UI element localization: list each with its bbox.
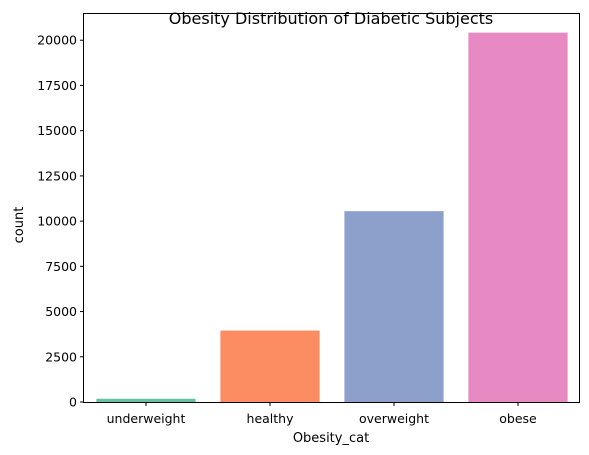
chart-title: Obesity Distribution of Diabetic Subject… [169,9,493,28]
x-tick-label: overweight [359,411,429,426]
bar-healthy [220,330,320,402]
bars-group [96,32,568,403]
y-tick-label: 10000 [37,214,77,229]
y-tick-label: 2500 [45,349,77,364]
y-axis: 0 2500 5000 7500 10000 12500 15000 17500 20000 [37,33,84,410]
x-tick-label: healthy [247,411,295,426]
y-tick-label: 20000 [37,33,77,48]
y-tick-label: 12500 [37,168,77,183]
bar-overweight [344,211,444,402]
x-axis: underweight healthy overweight obese [107,402,537,426]
bar-obese [468,32,568,403]
bar-underweight [96,398,196,402]
y-tick-label: 0 [69,395,77,410]
x-axis-label: Obesity_cat [293,431,369,446]
y-tick-label: 15000 [37,123,77,138]
y-tick-label: 5000 [45,304,77,319]
y-axis-label: count [12,207,27,244]
plot-frame [83,13,580,403]
x-tick-label: underweight [107,411,186,426]
x-tick-label: obese [499,411,537,426]
y-tick-label: 17500 [37,78,77,93]
y-tick-label: 7500 [45,259,77,274]
